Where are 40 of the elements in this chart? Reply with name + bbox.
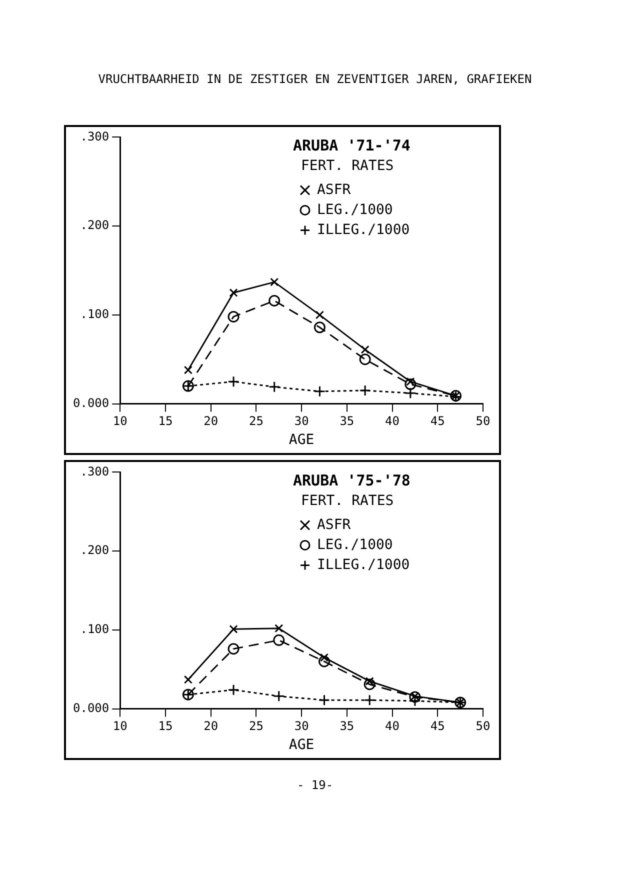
- x-tick-label: 25: [248, 414, 264, 428]
- x-tick-label: 10: [112, 719, 128, 734]
- x-tick-label: 45: [430, 719, 445, 734]
- y-tick-label: .300: [80, 464, 110, 478]
- x-tick-label: 15: [158, 719, 173, 734]
- y-tick-label: .100: [80, 622, 110, 636]
- x-tick-label: 20: [204, 719, 218, 734]
- y-tick-label: .200: [80, 543, 110, 558]
- x-tick-label: 50: [476, 414, 490, 428]
- legend-label: ILLEG./1000: [317, 222, 410, 238]
- y-tick-label: .200: [80, 218, 110, 232]
- legend-label: ILLEG./1000: [317, 556, 410, 573]
- x-tick-label: 30: [294, 719, 309, 734]
- legend-label: LEG./1000: [317, 202, 393, 218]
- legend-label: ASFR: [317, 182, 352, 198]
- text: FERT. RATES: [301, 492, 394, 509]
- x-tick-label: 45: [430, 414, 445, 428]
- y-tick-label: 0.000: [73, 396, 110, 410]
- legend-label: LEG./1000: [317, 536, 393, 553]
- chart-title: ARUBA '71-'74: [293, 136, 410, 155]
- text: FERT. RATES: [301, 158, 394, 174]
- x-tick-label: 15: [158, 414, 173, 428]
- x-tick-label: 35: [340, 719, 354, 734]
- x-tick-label: 40: [385, 719, 400, 734]
- x-axis-title: AGE: [288, 737, 314, 754]
- y-tick-label: .300: [80, 129, 110, 144]
- y-tick-label: .100: [80, 307, 110, 322]
- legend-label: ASFR: [317, 516, 352, 533]
- x-tick-label: 40: [385, 414, 400, 428]
- text: - 19-: [296, 778, 334, 792]
- x-axis-title: AGE: [288, 432, 314, 448]
- y-tick-label: 0.000: [73, 700, 110, 715]
- x-tick-label: 50: [476, 719, 490, 734]
- x-tick-label: 20: [204, 414, 218, 428]
- x-tick-label: 25: [248, 719, 264, 734]
- x-tick-label: 30: [294, 414, 309, 428]
- x-tick-label: 35: [340, 414, 354, 428]
- x-tick-label: 10: [112, 414, 128, 428]
- text: VRUCHTBAARHEID IN DE ZESTIGER EN ZEVENTIGER JAREN, GRAFIEKEN: [97, 72, 533, 86]
- chart-title: ARUBA '75-'78: [293, 472, 410, 490]
